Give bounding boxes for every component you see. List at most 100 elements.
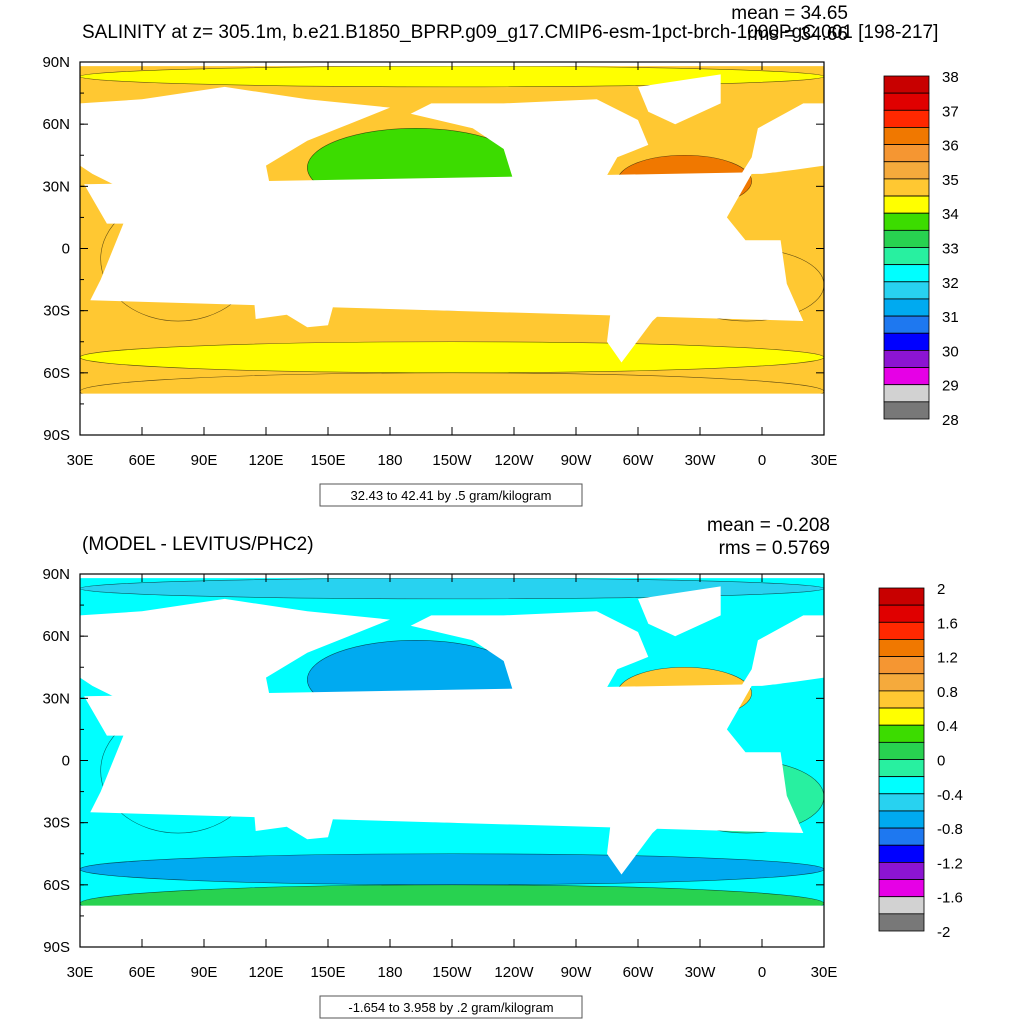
panel1-title: SALINITY at z= 305.1m, b.e21.B1850_BPRP.… [82,22,938,43]
colorbar-label: 37 [942,103,959,120]
colorbar-cell [883,229,930,248]
lon-tick-label: 90W [561,452,593,469]
land-antarctica [80,905,824,947]
lon-tick-label: 30E [67,452,94,469]
lon-tick-label: 120W [494,964,534,981]
lon-tick-label: 60E [129,452,156,469]
lon-tick-label: 60E [129,964,156,981]
colorbar-cell [878,862,925,880]
colorbar-cell [878,913,925,932]
lon-tick-label: 150E [310,964,345,981]
map-area-1 [80,62,824,435]
land-north-america [410,99,649,212]
colorbar-cell [883,161,930,180]
lon-tick-label: 180 [377,452,402,469]
panel2-info-box [319,995,583,1019]
colorbar-cell [878,707,925,726]
colorbar-cell [878,844,925,863]
land-greenland [638,586,721,637]
colorbar-cell [883,315,930,334]
colorbar-cell [883,332,930,351]
lon-tick-label: 30E [811,452,838,469]
colorbar-cell [878,639,925,658]
map-area-2 [80,574,824,947]
lat-tick-label: 0 [62,241,70,258]
lat-tick-label: 90S [43,427,70,444]
colorbar-label: -1.6 [937,890,963,907]
lat-tick-label: 60N [42,628,70,645]
land-europe [741,103,824,174]
lon-tick-label: 150W [432,452,472,469]
colorbar-cell [883,92,930,111]
lon-tick-label: 90E [191,452,218,469]
colorbar-cell [883,264,930,283]
colorbar-label: 30 [942,343,959,360]
colorbar-label: 28 [942,412,959,429]
lat-tick-label: 60S [43,877,70,894]
colorbar-label: 31 [942,309,959,326]
colorbar-cell [883,109,930,128]
panel1-mean: mean = 34.65 [731,3,848,24]
colorbar-cell [878,810,925,829]
lon-tick-label: 0 [758,964,766,981]
land-eurasia [80,598,390,744]
lon-tick-label: 60W [623,452,655,469]
region-southern-ocean [80,853,824,886]
lon-tick-label: 30W [685,452,717,469]
colorbar-cell [878,604,925,623]
colorbar-cell [878,879,925,898]
colorbar-cell [883,75,930,94]
colorbar-cell [883,178,930,197]
colorbar-label: 1.2 [937,650,958,667]
colorbar-cell [878,793,925,812]
lon-tick-label: 30W [685,964,717,981]
colorbar-cell [878,896,925,915]
lon-tick-label: 120E [248,452,283,469]
land-india [158,710,200,744]
lon-tick-label: 120W [494,452,534,469]
colorbar-cell [878,587,925,606]
colorbar-cell [878,724,925,743]
lat-tick-label: 60S [43,365,70,382]
colorbar-cell [883,401,930,420]
colorbar-label: 1.6 [937,615,958,632]
panel-2: 30E 60E 90E 120E 150E 180 150W 120W 90W 60W 30W 0 30… [42,566,962,981]
panel1-rms: rms = 34.66 [747,24,848,45]
colorbar-cell [878,656,925,675]
colorbar-cell [883,298,930,317]
lat-tick-label: 30N [42,178,70,195]
colorbar-label: 38 [942,69,959,86]
lat-tick-label: 30N [42,690,70,707]
lon-tick-label: 90E [191,964,218,981]
lon-tick-label: 180 [377,964,402,981]
colorbar-label: 34 [942,206,959,223]
colorbar-label: 0 [937,753,945,770]
colorbar-label: 0.4 [937,718,958,735]
land-south-america [592,739,690,875]
colorbar-label: 29 [942,378,959,395]
lon-tick-label: 60W [623,964,655,981]
colorbar-label: -1.2 [937,855,963,872]
land-europe [741,615,824,686]
panel2-mean: mean = -0.208 [707,515,830,536]
colorbar-label: 36 [942,138,959,155]
land-greenland [638,74,721,125]
region-southern-ocean [80,341,824,374]
colorbar-cell [883,349,930,368]
colorbar-cell [878,621,925,640]
colorbar-label: -0.4 [937,787,963,804]
colorbar-cell [883,367,930,386]
colorbar-cell [878,690,925,709]
lat-tick-label: 90N [42,54,70,71]
colorbar-cell [878,759,925,778]
colorbar-cell [883,384,930,403]
colorbar-cell [878,673,925,692]
land-eurasia [80,86,390,232]
lat-tick-label: 0 [62,753,70,770]
lat-tick-label: 60N [42,116,70,133]
colorbar-label: -2 [937,924,950,941]
panel2-contour-info: -1.654 to 3.958 by .2 gram/kilogram [348,1000,553,1015]
colorbar-label: 33 [942,241,959,258]
lon-tick-label: 30E [67,964,94,981]
